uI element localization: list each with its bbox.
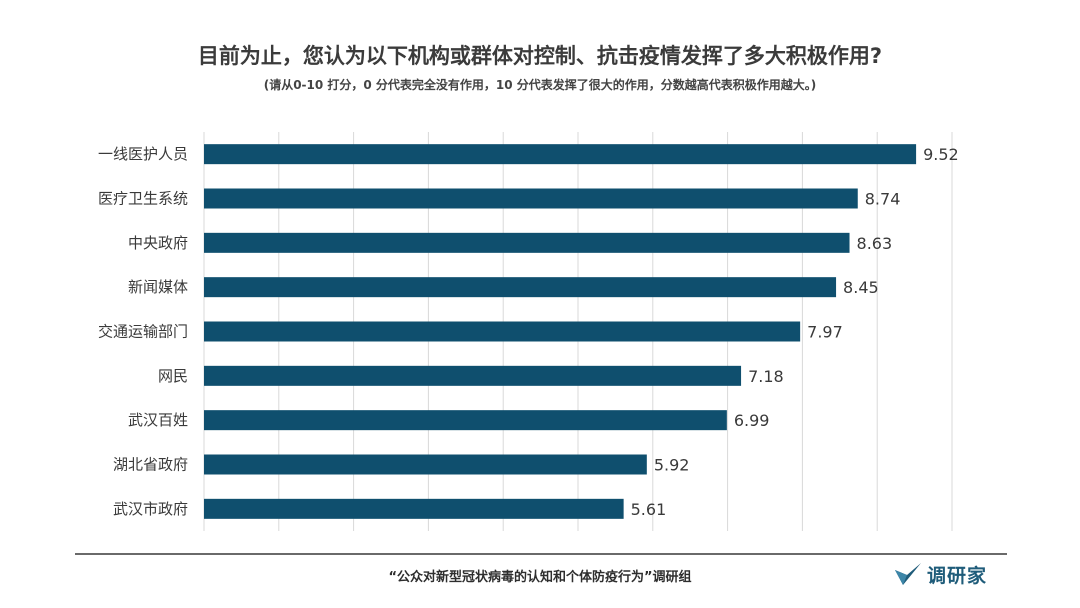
value-label: 6.99 [734,411,770,430]
bar [204,232,850,253]
bar [204,144,917,165]
bar [204,365,742,386]
value-label: 7.18 [748,367,784,386]
category-label: 交通运输部门 [98,323,188,341]
chart-title: 目前为止，您认为以下机构或群体对控制、抗击疫情发挥了多大积极作用? [197,44,883,68]
bar [204,188,858,209]
bar [204,454,647,475]
value-label: 5.61 [631,500,667,519]
category-label: 湖北省政府 [113,456,188,474]
bar [204,410,727,431]
category-label: 网民 [158,367,188,385]
category-label: 中央政府 [128,234,188,252]
source-credit: “公众对新型冠状病毒的认知和个体防疫行为”调研组 [388,570,692,585]
checkmark-leaf-icon [895,563,921,585]
value-label: 8.45 [843,278,879,297]
category-label: 一线医护人员 [98,145,188,163]
value-label: 9.52 [923,145,959,164]
value-label: 8.63 [857,234,893,253]
chart-subtitle: (请从0-10 打分，0 分代表完全没有作用，10 分代表发挥了很大的作用，分数… [263,78,817,92]
brand-logo-text: 调研家 [927,564,988,587]
value-label: 8.74 [865,190,901,209]
category-label: 医疗卫生系统 [98,190,188,208]
bar-chart: 一线医护人员 9.52 医疗卫生系统 8.74 中央政府 8.63 新闻媒体 8.45 交通运输… [98,132,959,531]
value-label: 7.97 [807,323,843,342]
footer-divider [75,553,1007,555]
bar [204,277,837,298]
value-label: 5.92 [654,456,690,475]
bar [204,498,624,519]
category-label: 武汉市政府 [113,500,188,518]
category-label: 武汉百姓 [128,411,188,429]
category-label: 新闻媒体 [128,278,188,296]
bar [204,321,801,342]
brand-logo: 调研家 [893,560,987,588]
